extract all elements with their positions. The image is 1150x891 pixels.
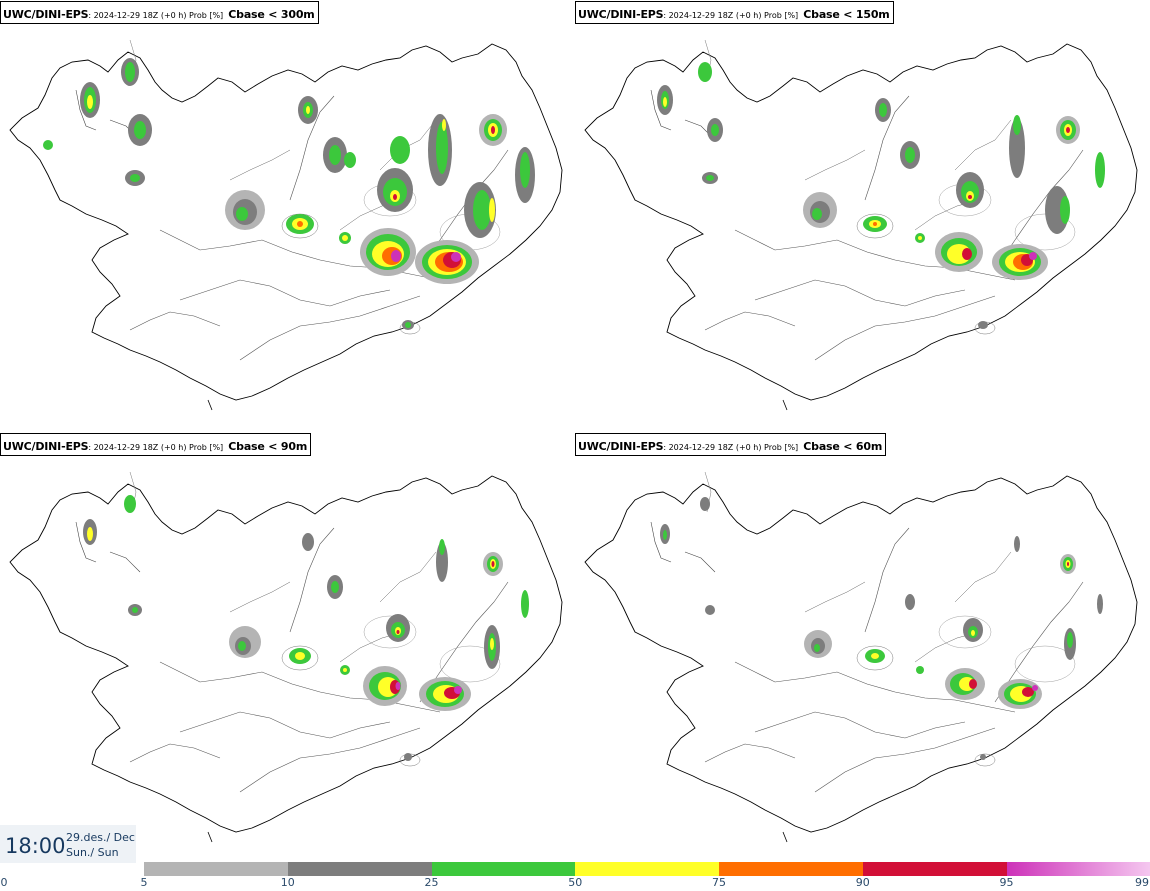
map-panel-cbase-300: UWC/DINI-EPS: 2024-12-29 18Z (+0 h) Prob… <box>0 0 575 430</box>
map-panel-cbase-60: UWC/DINI-EPS: 2024-12-29 18Z (+0 h) Prob… <box>575 432 1150 862</box>
probability-map <box>9 39 563 411</box>
probability-map <box>584 39 1138 411</box>
colorbar-tick-label: 50 <box>568 876 583 889</box>
colorbar-tick-label: 95 <box>999 876 1014 889</box>
valid-time-box: 18:00 29.des./ Dec Sun./ Sun <box>0 825 136 863</box>
map-panel-cbase-150: UWC/DINI-EPS: 2024-12-29 18Z (+0 h) Prob… <box>575 0 1150 430</box>
probability-fields <box>83 495 529 761</box>
colorbar-segment <box>1006 862 1150 876</box>
variable-label: Cbase < 300m <box>228 8 315 21</box>
panel-title: UWC/DINI-EPS: 2024-12-29 18Z (+0 h) Prob… <box>575 1 894 24</box>
colorbar-segment <box>862 862 1007 876</box>
run-meta: 2024-12-29 18Z (+0 h) Prob [%] <box>668 11 799 20</box>
variable-label: Cbase < 60m <box>803 440 883 453</box>
model-name: UWC/DINI-EPS <box>3 8 89 21</box>
model-name: UWC/DINI-EPS <box>578 8 664 21</box>
run-meta: 2024-12-29 18Z (+0 h) Prob [%] <box>93 11 224 20</box>
map-panel-cbase-90: UWC/DINI-EPS: 2024-12-29 18Z (+0 h) Prob… <box>0 432 575 862</box>
colorbar-tick-label: 0 <box>0 876 8 889</box>
panel-title: UWC/DINI-EPS: 2024-12-29 18Z (+0 h) Prob… <box>575 433 887 456</box>
run-meta: 2024-12-29 18Z (+0 h) Prob [%] <box>668 443 799 452</box>
probability-fields <box>660 497 1103 760</box>
probability-fields <box>657 62 1105 329</box>
colorbar-tick-label: 10 <box>280 876 295 889</box>
colorbar-segment <box>287 862 432 876</box>
variable-label: Cbase < 90m <box>228 440 308 453</box>
colorbar-tick-label: 99 <box>1135 876 1149 889</box>
valid-time: 18:00 <box>5 834 66 858</box>
panel-title: UWC/DINI-EPS: 2024-12-29 18Z (+0 h) Prob… <box>0 433 312 456</box>
colorbar-tick-label: 75 <box>712 876 726 889</box>
model-name: UWC/DINI-EPS <box>3 440 89 453</box>
probability-fields <box>43 58 535 330</box>
panel-title: UWC/DINI-EPS: 2024-12-29 18Z (+0 h) Prob… <box>0 1 319 24</box>
run-meta: 2024-12-29 18Z (+0 h) Prob [%] <box>93 443 224 452</box>
colorbar-segment <box>575 862 720 876</box>
variable-label: Cbase < 150m <box>803 8 890 21</box>
colorbar-segment <box>719 862 864 876</box>
colorbar-segment <box>144 862 289 876</box>
valid-date: 29.des./ Dec <box>66 831 135 844</box>
valid-weekday: Sun./ Sun <box>66 846 119 859</box>
model-name: UWC/DINI-EPS <box>578 440 664 453</box>
colorbar <box>144 862 1150 876</box>
colorbar-segment <box>431 862 576 876</box>
colorbar-tick-label: 25 <box>424 876 439 889</box>
colorbar-tick-label: 5 <box>140 876 148 889</box>
probability-map <box>9 471 563 843</box>
colorbar-tick-label: 90 <box>855 876 870 889</box>
probability-map <box>584 471 1138 843</box>
